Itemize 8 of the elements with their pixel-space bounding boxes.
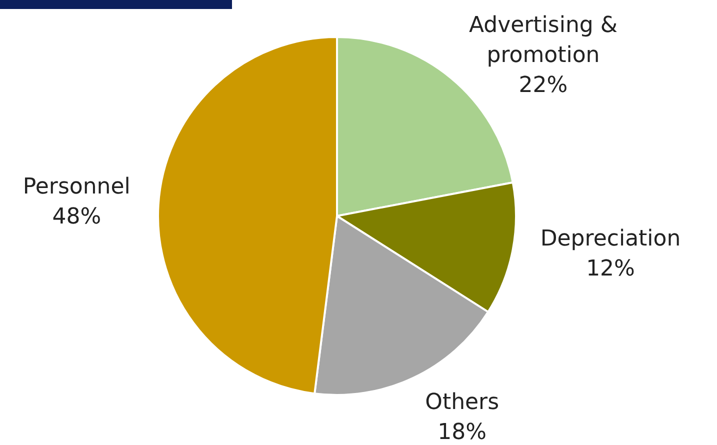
slice-label: Advertising & promotion: [468, 13, 618, 68]
data-label: 22%: [518, 73, 568, 98]
slice-label: Personnel: [22, 174, 130, 200]
slice-label: Depreciation: [540, 226, 681, 252]
slice-label: Others: [425, 390, 500, 416]
data-label: 18%: [438, 420, 487, 445]
data-label: 12%: [586, 256, 635, 282]
data-label: 48%: [52, 204, 102, 230]
